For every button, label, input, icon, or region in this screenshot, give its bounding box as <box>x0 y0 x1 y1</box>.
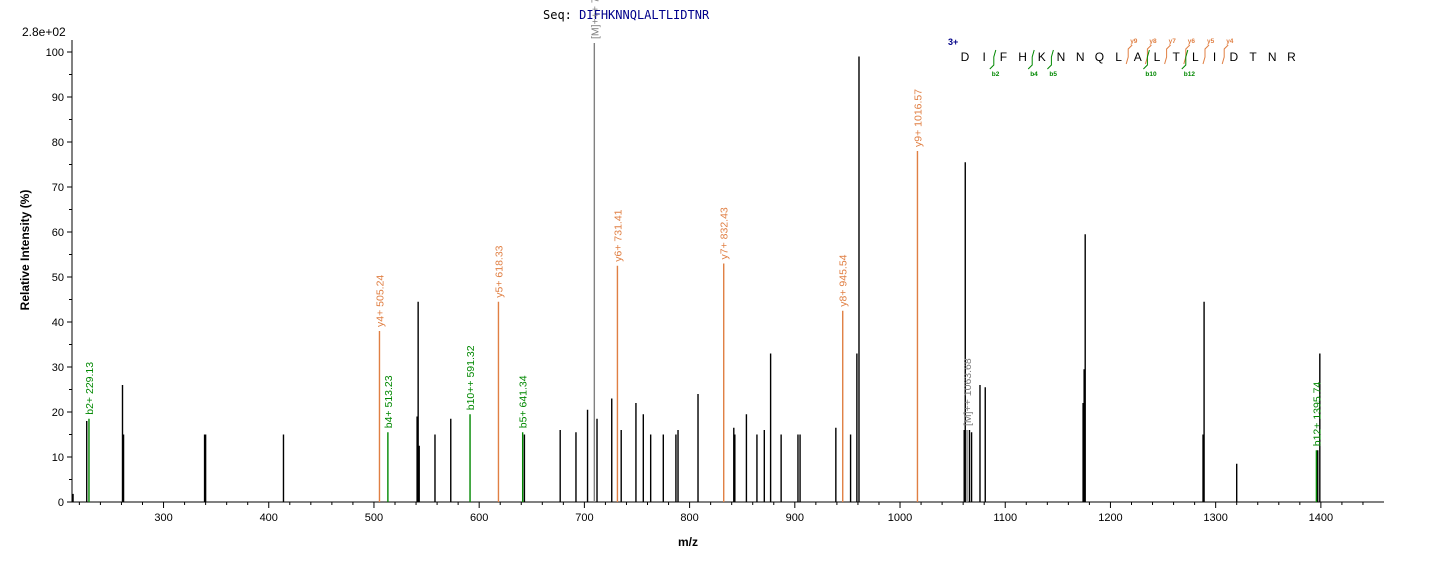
y-ion-label: y9 <box>1130 38 1138 45</box>
y-tick-label: 10 <box>52 452 64 464</box>
peak-label: [M]++ 1063.68 <box>962 358 974 426</box>
sequence-residue: D <box>961 50 970 64</box>
y-ion-marker <box>1202 44 1210 65</box>
y-tick-label: 80 <box>52 137 64 149</box>
y-ion-marker <box>1221 44 1229 65</box>
peak-label: y4+ 505.24 <box>374 275 386 327</box>
peak-label: b4+ 513.23 <box>383 375 395 428</box>
b-ion-label: b4 <box>1030 71 1038 78</box>
title-prefix: Seq: <box>543 8 572 22</box>
sequence-residue: K <box>1038 50 1046 64</box>
peak-label: y9+ 1016.57 <box>912 89 924 147</box>
sequence-residue: I <box>1213 50 1216 64</box>
x-tick-label: 1400 <box>1309 512 1333 524</box>
b-ion-marker <box>1181 49 1189 70</box>
peak-label: b10++ 591.32 <box>465 345 477 410</box>
x-tick-label: 1100 <box>993 512 1017 524</box>
b-ion-marker <box>989 49 997 70</box>
b-ion-marker <box>1143 49 1150 70</box>
b-ion-marker <box>1047 49 1054 70</box>
y-tick-label: 60 <box>52 227 64 239</box>
x-tick-label: 400 <box>260 512 278 524</box>
peak-label: b2+ 229.13 <box>84 362 96 415</box>
peak-label: y8+ 945.54 <box>838 254 850 306</box>
y-ion-marker <box>1144 44 1152 65</box>
y-tick-label: 30 <box>52 362 64 374</box>
y-tick-label: 50 <box>52 272 64 284</box>
y-tick-label: 0 <box>58 497 64 509</box>
peak-label: y5+ 618.33 <box>493 245 505 297</box>
sequence-residue: I <box>983 50 986 64</box>
x-tick-label: 700 <box>575 512 593 524</box>
x-tick-label: 1300 <box>1203 512 1227 524</box>
sequence-residue: Q <box>1095 50 1104 64</box>
x-tick-label: 1000 <box>888 512 912 524</box>
y-ion-label: y7 <box>1169 38 1177 45</box>
y-ion-label: y4 <box>1226 38 1234 45</box>
x-tick-label: 600 <box>470 512 488 524</box>
sequence-residue: R <box>1287 50 1296 64</box>
y-tick-label: 40 <box>52 317 64 329</box>
peak-label: b5+ 641.34 <box>518 375 530 428</box>
y-ion-label: y5 <box>1207 38 1215 45</box>
y-tick-label: 90 <box>52 92 64 104</box>
sequence-residue: N <box>1076 50 1085 64</box>
x-tick-label: 300 <box>154 512 172 524</box>
intensity-scale-label: 2.8e+02 <box>22 25 66 39</box>
y-ion-marker <box>1183 44 1191 65</box>
y-ion-label: y8 <box>1149 38 1157 45</box>
x-axis-label: m/z <box>678 535 698 549</box>
y-ion-marker <box>1125 44 1133 65</box>
sequence-residue: T <box>1249 50 1257 64</box>
b-ion-label: b10 <box>1145 71 1157 78</box>
y-tick-label: 100 <box>46 47 64 59</box>
peak-label: y7+ 832.43 <box>719 207 731 259</box>
x-tick-label: 800 <box>680 512 698 524</box>
sequence-residue: D <box>1229 50 1238 64</box>
sequence-residue: L <box>1154 50 1161 64</box>
b-ion-marker <box>1027 49 1035 70</box>
sequence-residue: F <box>1000 50 1007 64</box>
y-tick-label: 70 <box>52 182 64 194</box>
y-tick-label: 20 <box>52 407 64 419</box>
sequence-residue: H <box>1018 50 1027 64</box>
sequence-residue: L <box>1192 50 1199 64</box>
y-ion-label: y6 <box>1188 38 1196 45</box>
x-tick-label: 900 <box>786 512 804 524</box>
x-tick-label: 500 <box>365 512 383 524</box>
title: Seq: DIFHKNNQLALTLIDTNR <box>543 8 709 22</box>
sequence-residue: L <box>1115 50 1122 64</box>
b-ion-label: b2 <box>992 71 1000 78</box>
sequence-residue: N <box>1268 50 1277 64</box>
peak-label: [M]+++ 709.45 <box>589 0 601 39</box>
sequence-residue: T <box>1173 50 1181 64</box>
sequence-residue: A <box>1134 50 1142 64</box>
sequence-residue: N <box>1057 50 1066 64</box>
x-tick-label: 1200 <box>1098 512 1122 524</box>
b-ion-label: b5 <box>1049 71 1057 78</box>
y-ion-marker <box>1164 44 1171 65</box>
y-axis-label: Relative Intensity (%) <box>18 190 32 311</box>
charge-label: 3+ <box>948 37 958 47</box>
peak-label: b12+ 1395.74 <box>1311 382 1323 447</box>
peak-label: y6+ 731.41 <box>612 209 624 261</box>
peptide-sequence: DIFHKNNQLALTLIDTNR <box>579 8 710 22</box>
b-ion-label: b12 <box>1184 71 1196 78</box>
